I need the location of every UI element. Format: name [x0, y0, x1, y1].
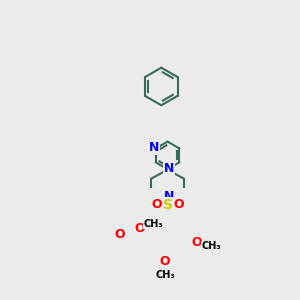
Text: O: O [160, 255, 170, 268]
Text: O: O [191, 236, 202, 249]
Text: CH₃: CH₃ [144, 219, 164, 229]
Text: S: S [163, 198, 172, 212]
Text: O: O [151, 198, 162, 212]
Text: CH₃: CH₃ [155, 270, 175, 280]
Text: N: N [148, 141, 159, 154]
Text: O: O [134, 222, 145, 235]
Text: O: O [173, 198, 184, 212]
Text: N: N [164, 190, 174, 202]
Text: CH₃: CH₃ [202, 241, 221, 251]
Text: O: O [115, 229, 125, 242]
Text: N: N [164, 162, 174, 175]
